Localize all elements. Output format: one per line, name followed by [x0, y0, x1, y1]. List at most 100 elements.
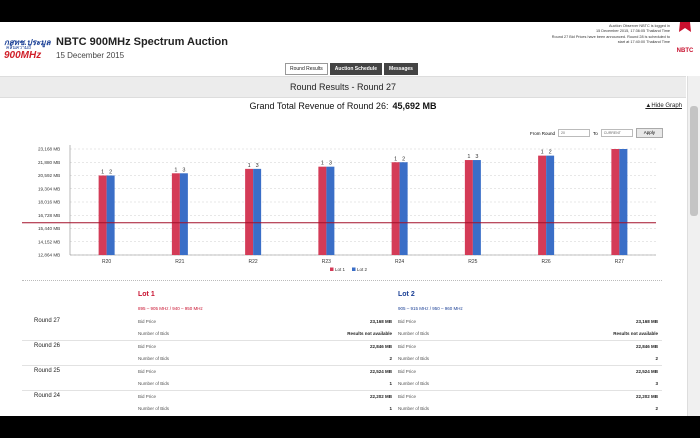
x-tick-label: R24	[395, 259, 404, 265]
x-tick-label: R27	[615, 259, 624, 265]
lot1-bid-price: 22,524 MB	[369, 369, 392, 374]
x-tick-label: R22	[249, 259, 258, 265]
app-date: 15 December 2015	[56, 51, 125, 60]
lot1-bid-price: 23,168 MB	[369, 319, 392, 324]
lot2-num-bids: Results not available	[613, 331, 658, 336]
bar-lot-2	[619, 149, 628, 255]
lot2-num-bids-label: Number of Bids	[398, 381, 430, 386]
y-tick-label: 18,016 MB	[38, 200, 60, 205]
bar-data-label: 1	[174, 167, 177, 173]
lot1-bid-price-label: Bid Price	[138, 319, 157, 324]
lot2-num-bids-label: Number of Bids	[398, 406, 430, 411]
hide-graph-link[interactable]: ▲Hide Graph	[645, 103, 682, 109]
y-tick-label: 12,864 MB	[38, 253, 60, 258]
section-divider	[22, 280, 662, 281]
lot2-num-bids-label: Number of Bids	[398, 356, 430, 361]
tab-auction-schedule[interactable]: Auction Schedule	[329, 63, 383, 75]
revenue-label: Grand Total Revenue of Round 26:	[249, 101, 389, 111]
lot2-bid-price: 22,846 MB	[635, 344, 658, 349]
round-range-filter: From Round 20 To CURRENT Apply	[530, 128, 664, 138]
bar-lot-1	[245, 168, 254, 255]
bar-data-label: 1	[321, 161, 324, 167]
round-name: Round 25	[34, 368, 61, 374]
from-round-input[interactable]: 20	[558, 129, 591, 137]
bar-data-label: 2	[109, 170, 112, 176]
lot2-bid-price-label: Bid Price	[398, 394, 417, 399]
bar-data-label: 1	[248, 163, 251, 169]
round-title: Round Results - Round 27	[289, 82, 397, 92]
scrollbar-thumb[interactable]	[690, 106, 698, 216]
bar-data-label: 3	[475, 154, 478, 160]
bar-data-label: 1	[101, 170, 104, 176]
lot1-num-bids: 2	[389, 356, 392, 361]
bar-lot-1	[318, 166, 327, 255]
apply-button[interactable]: Apply	[635, 128, 664, 138]
bar-data-label: 1	[394, 156, 397, 162]
bar-data-label: 1	[467, 154, 470, 160]
revenue-value: 45,692 MB	[392, 101, 437, 111]
logo-line1: กสทช.ประมูล	[4, 38, 51, 47]
nbtc-emblem: NBTC	[672, 22, 698, 54]
x-tick-label: R26	[542, 259, 551, 265]
to-round-label: To	[593, 130, 598, 136]
hide-graph-label: Hide Graph	[651, 103, 682, 109]
triangle-up-icon: ▲	[645, 103, 652, 109]
bar-data-label: 2	[549, 150, 552, 156]
x-tick-label: R23	[322, 259, 331, 265]
garuda-emblem-icon	[679, 22, 691, 32]
bar-lot-2	[106, 175, 115, 255]
y-tick-label: 23,168 MB	[38, 147, 60, 152]
lot2-bid-price-label: Bid Price	[398, 344, 417, 349]
status-note: Round 27 Bid Prices have been announced.…	[551, 34, 670, 45]
legend-swatch	[330, 267, 334, 271]
lot2-bid-price: 22,202 MB	[635, 394, 658, 399]
legend-label: Lot 1	[335, 267, 346, 272]
y-tick-label: 15,440 MB	[38, 226, 60, 231]
bar-lot-1	[391, 162, 400, 255]
bar-lot-2	[253, 168, 262, 255]
lot1-num-bids: 1	[389, 406, 392, 411]
to-round-input[interactable]: CURRENT	[600, 129, 633, 137]
bar-lot-2	[179, 173, 188, 255]
bar-lot-2	[472, 160, 481, 255]
bar-lot-1	[611, 149, 620, 255]
legend-swatch	[352, 267, 356, 271]
status-panel: Auction Observer NBTC is logged in 15 De…	[550, 24, 670, 46]
bar-data-label: 2	[402, 156, 405, 162]
page-scrollbar[interactable]	[687, 76, 700, 416]
row-divider	[22, 390, 662, 391]
row-divider	[22, 365, 662, 366]
status-time: 15 December 2015, 17:36:05 Thailand Time	[595, 29, 670, 34]
legend-label: Lot 2	[357, 267, 368, 272]
tab-messages[interactable]: Messages	[384, 63, 418, 75]
bar-data-label: 3	[329, 161, 332, 167]
logo-line3: 900MHz	[4, 50, 42, 61]
bar-lot-2	[399, 162, 408, 255]
revenue-summary: Grand Total Revenue of Round 26: 45,692 M…	[0, 101, 686, 111]
lot2-num-bids: 2	[655, 356, 658, 361]
lot1-bid-price-label: Bid Price	[138, 394, 157, 399]
nav-tabs: Round Results Auction Schedule Messages	[285, 63, 420, 75]
logo-line2: คลื่นความถี่	[6, 45, 32, 51]
lot2-num-bids-label: Number of Bids	[398, 331, 430, 336]
y-tick-label: 20,592 MB	[38, 173, 60, 178]
logo: กสทช.ประมูล คลื่นความถี่ 900MHz	[4, 36, 51, 64]
bar-lot-1	[98, 175, 107, 255]
lot2-bid-price: 23,168 MB	[635, 319, 658, 324]
app-title: NBTC 900MHz Spectrum Auction	[56, 36, 228, 48]
revenue-chart: 23,168 MB 21,880 MB 20,592 MB 19,304 MB 18,0…	[22, 145, 656, 272]
round-title-bar: Round Results - Round 27	[0, 76, 686, 98]
tab-round-results[interactable]: Round Results	[285, 63, 328, 75]
bar-lot-1	[464, 160, 473, 255]
bar-lot-1	[171, 173, 180, 255]
lot1-num-bids: 1	[389, 381, 392, 386]
round-name: Round 26	[34, 343, 61, 349]
x-tick-label: R21	[175, 259, 184, 265]
x-tick-label: R25	[468, 259, 477, 265]
lot1-num-bids-label: Number of Bids	[138, 331, 170, 336]
bar-lot-1	[538, 155, 547, 255]
lot2-title: Lot 2	[398, 291, 415, 298]
lot2-frequency: 905 – 915 MHz / 950 – 960 MHz	[398, 306, 463, 311]
bar-data-label: 3	[182, 167, 185, 173]
bar-data-label: 1	[541, 150, 544, 156]
